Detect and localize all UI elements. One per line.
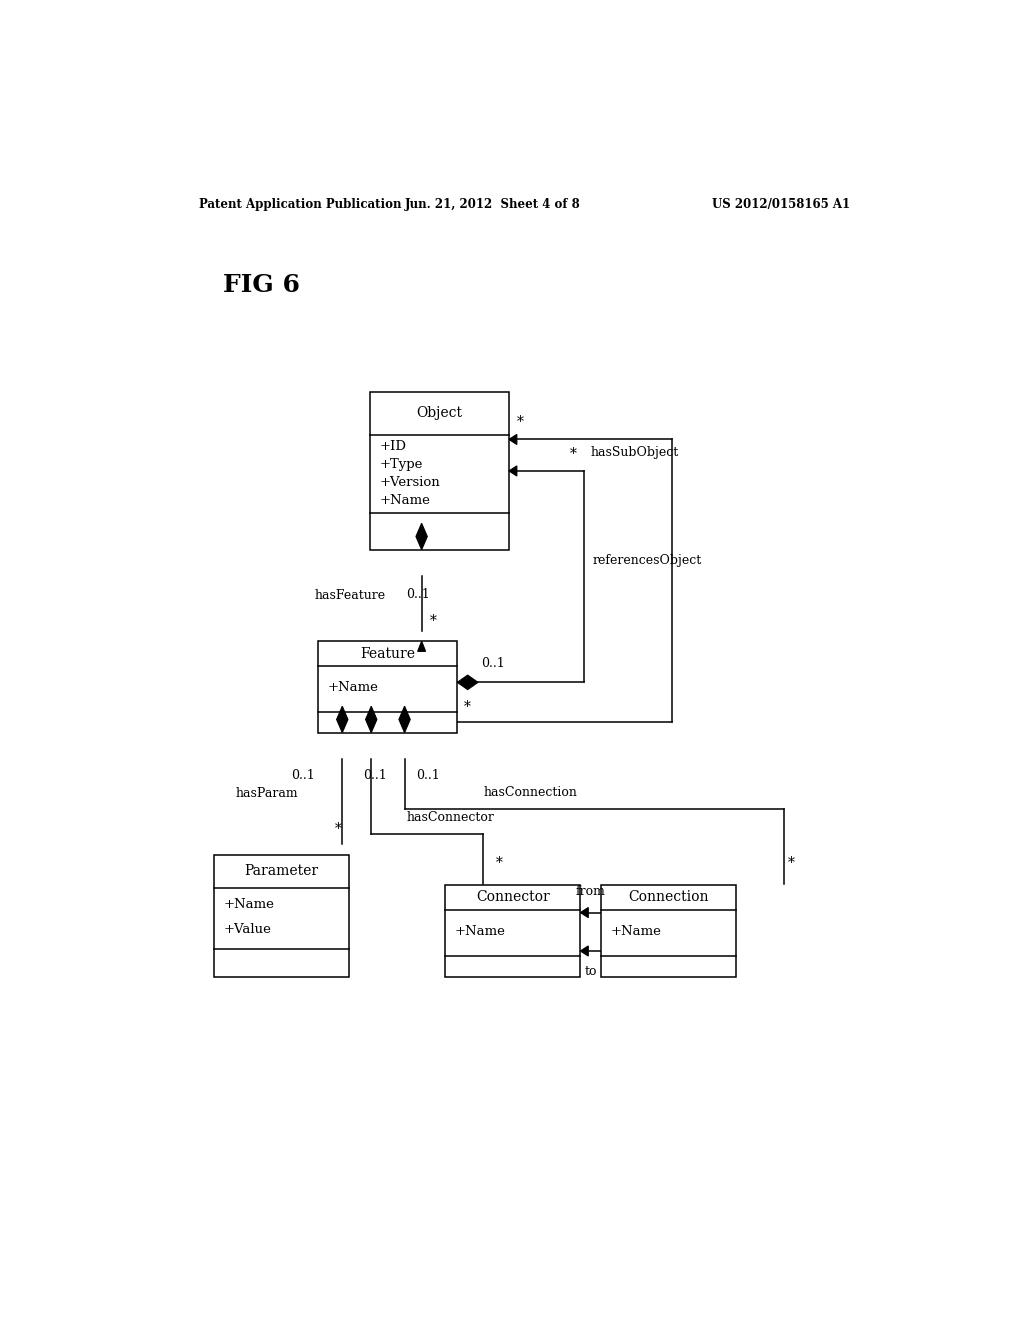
Text: Connector: Connector <box>476 891 550 904</box>
Polygon shape <box>399 706 411 733</box>
Text: +ID: +ID <box>380 440 407 453</box>
Polygon shape <box>581 946 588 956</box>
Polygon shape <box>458 675 478 689</box>
Text: hasConnection: hasConnection <box>484 785 578 799</box>
Text: hasConnector: hasConnector <box>407 812 495 824</box>
Text: +Type: +Type <box>380 458 423 471</box>
Text: US 2012/0158165 A1: US 2012/0158165 A1 <box>712 198 850 211</box>
Polygon shape <box>418 642 426 651</box>
Text: Feature: Feature <box>360 647 416 660</box>
Text: hasSubObject: hasSubObject <box>591 446 679 459</box>
Text: hasFeature: hasFeature <box>314 589 386 602</box>
Text: +Value: +Value <box>223 923 271 936</box>
Text: to: to <box>585 965 597 978</box>
Bar <box>370 392 509 549</box>
Text: *: * <box>335 822 342 837</box>
Text: *: * <box>430 614 436 628</box>
Polygon shape <box>337 706 348 733</box>
Text: +Version: +Version <box>380 475 440 488</box>
Text: Jun. 21, 2012  Sheet 4 of 8: Jun. 21, 2012 Sheet 4 of 8 <box>406 198 581 211</box>
Text: *: * <box>517 416 523 429</box>
Text: hasParam: hasParam <box>236 787 299 800</box>
Polygon shape <box>509 434 517 445</box>
Polygon shape <box>416 523 427 549</box>
Polygon shape <box>509 466 517 477</box>
Text: 0..1: 0..1 <box>364 770 387 783</box>
Bar <box>214 854 348 977</box>
Text: Object: Object <box>417 407 463 421</box>
Text: *: * <box>496 855 503 870</box>
Text: 0..1: 0..1 <box>291 770 314 783</box>
Text: *: * <box>464 700 471 714</box>
Text: from: from <box>575 886 605 899</box>
Bar <box>601 886 736 977</box>
Text: +Name: +Name <box>223 898 274 911</box>
Text: +Name: +Name <box>610 924 662 937</box>
Bar <box>445 886 581 977</box>
Text: *: * <box>569 446 577 461</box>
Text: *: * <box>787 855 795 870</box>
Polygon shape <box>581 907 588 917</box>
Text: Patent Application Publication: Patent Application Publication <box>200 198 402 211</box>
Text: referencesObject: referencesObject <box>592 553 701 566</box>
Text: +Name: +Name <box>455 924 506 937</box>
Text: 0..1: 0..1 <box>481 657 505 671</box>
Text: Parameter: Parameter <box>244 865 318 878</box>
Text: FIG 6: FIG 6 <box>223 273 300 297</box>
Bar <box>318 642 458 733</box>
Text: 0..1: 0..1 <box>406 589 429 602</box>
Text: 0..1: 0..1 <box>417 770 440 783</box>
Text: +Name: +Name <box>328 681 379 693</box>
Text: Connection: Connection <box>628 891 709 904</box>
Polygon shape <box>366 706 377 733</box>
Text: +Name: +Name <box>380 494 430 507</box>
